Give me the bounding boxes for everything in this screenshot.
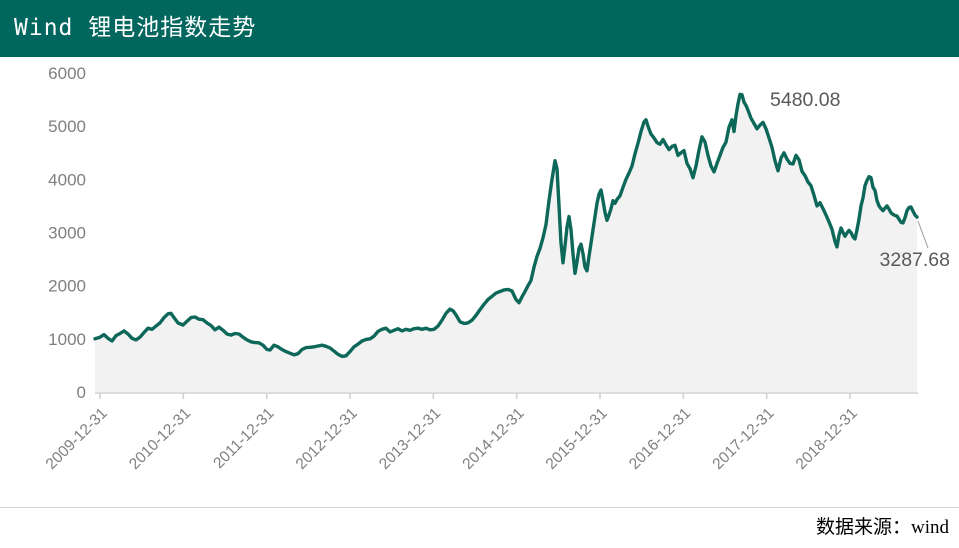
x-tick-label: 2018-12-31 [793, 405, 861, 473]
x-tick-label: 2017-12-31 [709, 405, 777, 473]
x-tick-label: 2016-12-31 [626, 405, 694, 473]
x-tick-label: 2011-12-31 [210, 405, 277, 472]
y-tick-label: 6000 [48, 64, 86, 83]
x-tick-label: 2014-12-31 [459, 405, 527, 473]
chart-title: Wind 锂电池指数走势 [14, 15, 257, 41]
index-line [93, 92, 919, 359]
y-tick-label: 4000 [48, 170, 86, 189]
y-tick-label: 0 [77, 383, 86, 402]
data-source-label: 数据来源：wind [815, 517, 949, 538]
annotation-leader-line [917, 220, 929, 249]
y-tick-label: 5000 [48, 117, 86, 136]
index-area [95, 94, 917, 393]
x-tick-label: 2009-12-31 [43, 405, 111, 473]
last-value-annotation: 3287.68 [880, 249, 951, 271]
peak-value-annotation: 5480.08 [770, 89, 841, 111]
x-tick-label: 2012-12-31 [293, 405, 361, 473]
y-tick-label: 1000 [48, 330, 86, 349]
y-tick-label: 2000 [48, 277, 86, 296]
x-tick-label: 2013-12-31 [376, 405, 444, 473]
x-tick-label: 2010-12-31 [126, 405, 194, 473]
chart-title-bar: Wind 锂电池指数走势 [0, 0, 959, 57]
x-tick-label: 2015-12-31 [543, 405, 611, 473]
footer-divider [0, 507, 959, 508]
y-tick-label: 3000 [48, 224, 86, 243]
